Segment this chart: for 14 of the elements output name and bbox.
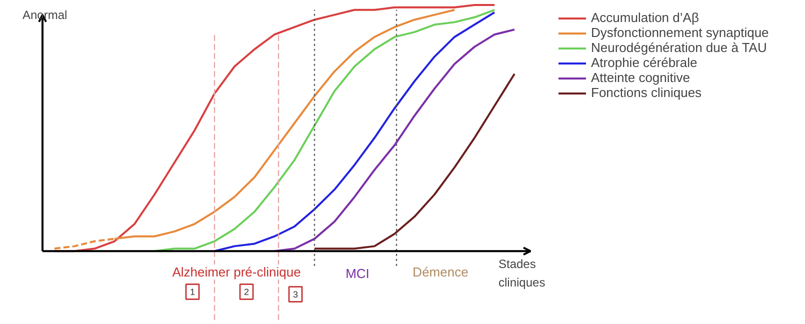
text: Démence [412,264,468,280]
legend-label: Atteinte cognitive [591,70,690,85]
x-axis-title: Stades cliniques [498,257,546,290]
text: Alzheimer pré-clinique [172,264,301,280]
text: 3 [292,290,298,300]
text: 1 [190,287,196,298]
legend-label: Neurodégénération due à TAU [591,40,767,55]
legend-label: Dysfonctionnement synaptique [591,25,769,40]
legend-label: Atrophie cérébrale [591,55,698,70]
y-axis-title: Anormal [22,8,68,22]
legend-label: Accumulation d’Aβ [591,10,699,25]
text: MCI [346,266,370,281]
legend-label: Fonctions cliniques [591,85,702,100]
text: 2 [244,287,250,298]
